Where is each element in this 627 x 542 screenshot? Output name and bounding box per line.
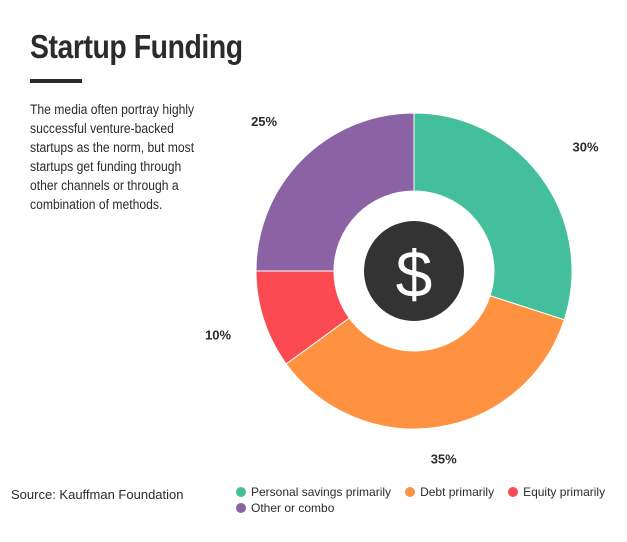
legend-label: Debt primarily: [420, 485, 495, 499]
legend: Personal savings primarily Debt primarily…: [236, 485, 616, 515]
source-note: Source: Kauffman Foundation: [11, 487, 184, 502]
slice-personal-savings-primarily: [413, 112, 573, 321]
legend-swatch: [236, 487, 246, 497]
legend-item: Other or combo: [236, 501, 334, 515]
legend-swatch: [236, 503, 246, 513]
legend-item: Debt primarily: [405, 485, 494, 499]
legend-label: Other or combo: [251, 501, 335, 515]
description-text: The media often portray highly successfu…: [30, 102, 195, 212]
legend-label: Personal savings primarily: [251, 485, 392, 499]
legend-item: Personal savings primarily: [236, 485, 391, 499]
dollar-icon: $: [396, 237, 433, 311]
percentage-labels: 30% 35% 10% 25%: [205, 114, 599, 467]
percentage-label: 35%: [431, 452, 457, 467]
legend-label: Equity primarily: [523, 485, 606, 499]
slice-other-or-combo: [255, 112, 415, 272]
percentage-label: 25%: [251, 114, 277, 129]
legend-swatch: [405, 487, 416, 497]
title-underline: [30, 79, 82, 83]
percentage-label: 30%: [572, 139, 598, 154]
donut-slices: [255, 112, 573, 430]
percentage-label: 10%: [205, 328, 231, 343]
slice-debt-primarily: [285, 295, 565, 430]
page-title: Startup Funding: [30, 28, 243, 65]
legend-item: Equity primarily: [508, 485, 605, 499]
legend-swatch: [508, 487, 519, 497]
center-circle: [364, 221, 464, 321]
